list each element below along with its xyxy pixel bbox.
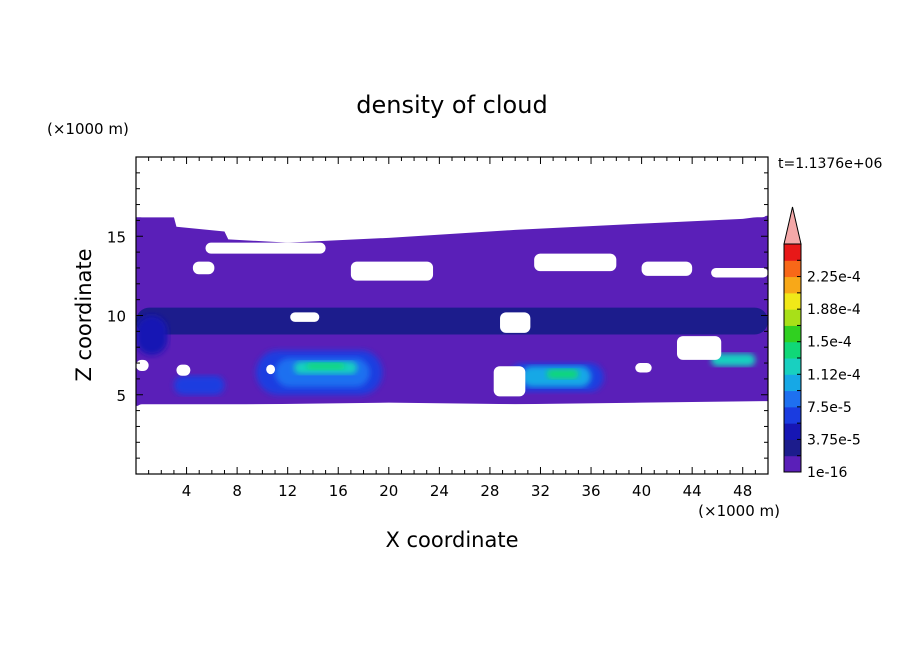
colorbar-label: 1.88e-4 bbox=[807, 302, 861, 318]
x-tick-label: 40 bbox=[632, 482, 651, 500]
cloud-region bbox=[136, 307, 768, 335]
colorbar-label: 7.5e-5 bbox=[807, 400, 852, 416]
colorbar-swatch bbox=[784, 309, 801, 326]
x-tick-label: 8 bbox=[232, 482, 242, 500]
colorbar-swatch bbox=[784, 390, 801, 408]
clear-sky-gap bbox=[534, 253, 617, 272]
colorbar-label: 1.12e-4 bbox=[807, 367, 861, 383]
clear-sky-gap bbox=[635, 363, 652, 373]
x-tick-label: 16 bbox=[329, 482, 348, 500]
colorbar-swatch bbox=[784, 358, 801, 375]
x-axis-ticks: 4 8 12 16 20 24 28 32 36 40 44 48 bbox=[135, 157, 769, 500]
colorbar-swatch bbox=[784, 423, 801, 440]
colorbar-overflow-triangle bbox=[783, 206, 802, 245]
cloud-region bbox=[306, 363, 345, 370]
clear-sky-gap bbox=[136, 359, 149, 371]
colorbar-swatch bbox=[784, 292, 801, 310]
colorbar-swatch bbox=[784, 276, 801, 294]
x-unit-label: (×1000 m) bbox=[698, 502, 780, 520]
y-axis-ticks: 5 10 15 bbox=[107, 156, 768, 475]
y-unit-label: (×1000 m) bbox=[47, 120, 129, 138]
x-tick-label: 24 bbox=[430, 482, 449, 500]
x-tick-label: 36 bbox=[581, 482, 600, 500]
cloud-region bbox=[136, 315, 168, 356]
x-tick-label: 44 bbox=[683, 482, 702, 500]
clear-sky-gap bbox=[711, 267, 768, 278]
clear-sky-gap bbox=[205, 242, 326, 254]
clear-sky-gap bbox=[176, 364, 191, 376]
clear-sky-gap bbox=[290, 312, 320, 322]
cloud-region bbox=[546, 369, 579, 379]
clear-sky-gap bbox=[493, 366, 526, 397]
clear-sky-gap bbox=[266, 364, 276, 375]
colorbar-label: 3.75e-5 bbox=[807, 432, 861, 448]
y-tick-label: 15 bbox=[107, 228, 126, 246]
time-label: t=1.1376e+06 bbox=[778, 156, 882, 172]
colorbar-swatch bbox=[784, 439, 801, 457]
x-tick-label: 20 bbox=[379, 482, 398, 500]
clear-sky-gap bbox=[676, 336, 722, 360]
y-tick-label: 10 bbox=[107, 308, 126, 326]
cloud-region bbox=[173, 375, 225, 395]
colorbar: 1e-16 3.75e-5 7.5e-5 1.12e-4 1.5e-4 1.88e-4 2.… bbox=[783, 206, 861, 481]
colorbar-swatch bbox=[784, 374, 801, 392]
cloud-region bbox=[711, 353, 756, 367]
colorbar-label: 1.5e-4 bbox=[807, 335, 852, 351]
colorbar-label: 1e-16 bbox=[807, 465, 847, 481]
colorbar-swatch bbox=[784, 325, 801, 343]
x-tick-label: 48 bbox=[733, 482, 752, 500]
colorbar-label: 2.25e-4 bbox=[807, 270, 861, 286]
x-tick-label: 28 bbox=[480, 482, 499, 500]
y-tick-label: 5 bbox=[116, 387, 126, 405]
colorbar-swatch bbox=[784, 341, 801, 359]
clear-sky-gap bbox=[641, 261, 693, 276]
clear-sky-gaps bbox=[136, 157, 768, 474]
x-tick-label: 4 bbox=[182, 482, 192, 500]
x-axis-label: X coordinate bbox=[385, 528, 518, 552]
clear-sky-gap bbox=[500, 312, 531, 333]
y-axis-label: Z coordinate bbox=[72, 248, 96, 381]
clear-sky-gap bbox=[350, 261, 434, 281]
clear-sky-gap bbox=[136, 404, 768, 474]
chart-title: density of cloud bbox=[356, 91, 547, 119]
clear-sky-gap bbox=[192, 261, 215, 275]
colorbar-swatch bbox=[784, 260, 801, 278]
x-tick-label: 12 bbox=[278, 482, 297, 500]
colorbar-swatch bbox=[784, 406, 801, 424]
colorbar-swatch bbox=[784, 455, 801, 473]
x-tick-label: 32 bbox=[531, 482, 550, 500]
colorbar-swatch bbox=[784, 244, 801, 261]
clear-sky-gap bbox=[136, 157, 768, 218]
